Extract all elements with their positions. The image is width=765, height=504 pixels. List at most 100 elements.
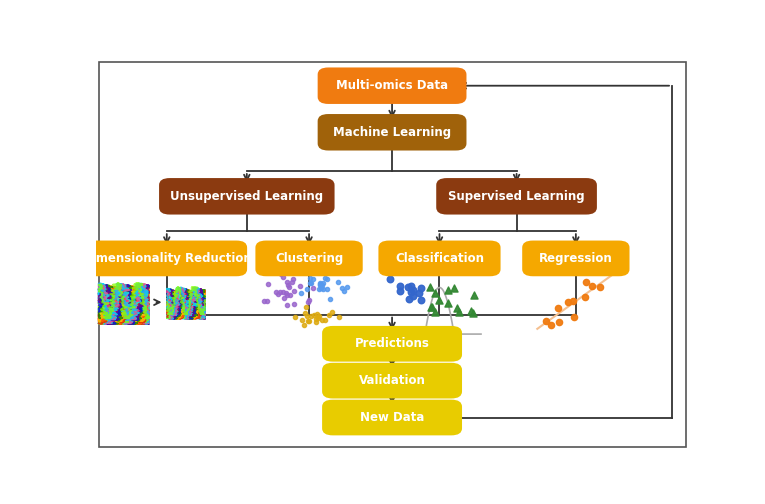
- Point: [586, 282, 598, 290]
- Point: [278, 294, 291, 302]
- Point: [428, 289, 441, 297]
- Point: [280, 289, 292, 297]
- Point: [302, 317, 314, 325]
- Point: [277, 288, 289, 296]
- Point: [308, 311, 320, 320]
- Point: [299, 309, 311, 317]
- Point: [307, 284, 319, 292]
- Point: [287, 275, 299, 283]
- Point: [305, 279, 317, 287]
- Point: [393, 282, 405, 290]
- Point: [310, 316, 322, 324]
- Point: [413, 289, 425, 297]
- Point: [580, 278, 592, 286]
- Point: [426, 303, 438, 311]
- Point: [568, 312, 580, 321]
- Point: [311, 319, 323, 327]
- Point: [336, 284, 348, 292]
- Point: [424, 283, 436, 291]
- Point: [304, 274, 316, 282]
- Point: [340, 283, 353, 291]
- Point: [453, 308, 465, 316]
- Point: [433, 296, 445, 304]
- Point: [321, 285, 333, 293]
- Point: [393, 287, 405, 295]
- Point: [333, 313, 345, 321]
- Point: [295, 289, 308, 297]
- Point: [326, 308, 338, 316]
- Point: [448, 284, 461, 292]
- Point: [272, 290, 285, 298]
- Point: [407, 292, 419, 300]
- Point: [405, 288, 418, 296]
- Point: [301, 303, 313, 311]
- Point: [277, 273, 289, 281]
- Point: [579, 292, 591, 300]
- FancyBboxPatch shape: [322, 400, 462, 435]
- Point: [275, 288, 287, 296]
- Text: Multi-omics Data: Multi-omics Data: [336, 79, 448, 92]
- Text: Validation: Validation: [359, 374, 425, 387]
- Point: [305, 312, 317, 321]
- Point: [261, 297, 273, 305]
- Point: [407, 286, 419, 294]
- Point: [258, 297, 270, 305]
- Point: [338, 287, 350, 295]
- Point: [304, 279, 316, 287]
- Text: Classification: Classification: [395, 252, 484, 265]
- Point: [302, 298, 314, 306]
- Point: [281, 291, 293, 299]
- Point: [451, 303, 464, 311]
- FancyBboxPatch shape: [86, 240, 247, 276]
- Point: [313, 312, 325, 320]
- Point: [553, 318, 565, 326]
- Point: [275, 270, 288, 278]
- Point: [314, 284, 327, 292]
- Point: [429, 307, 441, 316]
- Point: [402, 295, 415, 303]
- Point: [316, 281, 328, 289]
- Point: [288, 300, 301, 308]
- FancyBboxPatch shape: [522, 240, 630, 276]
- Point: [262, 280, 274, 288]
- Point: [313, 285, 325, 293]
- Text: New Data: New Data: [360, 411, 425, 424]
- Point: [383, 275, 396, 283]
- Point: [540, 317, 552, 325]
- Point: [332, 278, 344, 286]
- Text: Predictions: Predictions: [355, 337, 429, 350]
- Point: [302, 295, 314, 303]
- Point: [284, 291, 296, 299]
- Point: [298, 321, 310, 329]
- FancyBboxPatch shape: [317, 68, 467, 104]
- Point: [281, 278, 293, 286]
- Point: [282, 283, 295, 291]
- Text: Supervised Learning: Supervised Learning: [448, 190, 585, 203]
- Point: [594, 283, 607, 291]
- Point: [442, 299, 454, 307]
- Point: [415, 284, 427, 292]
- Point: [314, 279, 327, 287]
- Point: [314, 281, 326, 289]
- Point: [302, 317, 314, 325]
- Text: Machine Learning: Machine Learning: [333, 126, 451, 139]
- Point: [308, 275, 320, 283]
- Point: [319, 274, 331, 282]
- Point: [270, 288, 282, 296]
- Point: [294, 282, 306, 290]
- Point: [323, 310, 335, 319]
- FancyBboxPatch shape: [436, 178, 597, 215]
- Point: [295, 316, 308, 324]
- Point: [285, 278, 298, 286]
- Point: [562, 298, 574, 306]
- Point: [301, 311, 313, 320]
- FancyBboxPatch shape: [317, 114, 467, 151]
- Point: [311, 314, 324, 322]
- Text: Clustering: Clustering: [275, 252, 343, 265]
- FancyBboxPatch shape: [256, 240, 363, 276]
- Point: [405, 282, 417, 290]
- Point: [301, 285, 313, 293]
- Point: [415, 296, 427, 304]
- Point: [314, 280, 327, 288]
- Point: [402, 283, 415, 291]
